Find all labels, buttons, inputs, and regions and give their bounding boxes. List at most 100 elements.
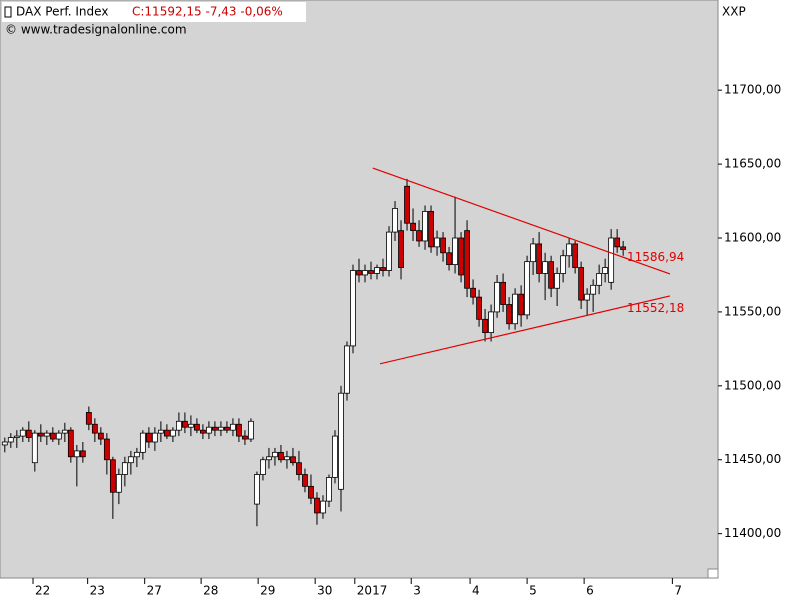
candle-body [620, 246, 627, 251]
candle-body [85, 412, 92, 425]
candle-body [61, 429, 68, 434]
candle-body [236, 423, 242, 437]
candle-body [242, 435, 248, 440]
candle-body [272, 451, 278, 458]
candle-body [338, 392, 344, 490]
source: © www.tradesignalonline.com [5, 23, 187, 37]
candle-body [218, 426, 224, 431]
candle-body [500, 281, 506, 305]
candle-body [133, 451, 140, 458]
candle-body [139, 432, 146, 453]
candle-body [392, 208, 398, 233]
candle-body [151, 432, 158, 443]
candle-body [488, 311, 494, 334]
x-tick-label: 22 [35, 584, 50, 598]
header-box [2, 2, 306, 22]
candle-body [548, 261, 555, 289]
y-tick-label: 11700,00 [724, 83, 781, 97]
candle-body [596, 273, 603, 286]
candle-body [446, 252, 452, 266]
candle-body [25, 429, 32, 438]
trendline-label: 11552,18 [627, 301, 684, 315]
candle-body [452, 237, 458, 266]
candle-body [254, 474, 260, 505]
candle-body [590, 284, 597, 295]
candle-body [1, 441, 8, 446]
candle-body [602, 267, 609, 274]
y-tick-label: 11600,00 [724, 231, 781, 245]
candle-body [169, 429, 176, 437]
candle-icon [4, 6, 12, 18]
candle-body [482, 318, 488, 334]
candle-body [572, 243, 579, 268]
candle-body [290, 456, 296, 464]
candle-body [230, 423, 236, 431]
candle-body [542, 261, 549, 274]
candle-body [49, 432, 56, 440]
candle-body [278, 451, 284, 461]
candle-body [566, 243, 573, 257]
candle-body [67, 429, 74, 458]
candle-body [206, 426, 212, 434]
candle-body [536, 243, 543, 274]
candle-body [175, 420, 182, 431]
candle-body [55, 432, 62, 440]
candle-body [109, 459, 116, 493]
candle-body [19, 429, 26, 437]
candle-body [368, 270, 374, 274]
candle-body [194, 423, 200, 431]
candle-body [470, 287, 476, 298]
candle-body [224, 426, 230, 431]
x-tick-label: 28 [203, 584, 218, 598]
candle-body [608, 237, 615, 283]
candle-body [79, 450, 86, 458]
y-tick-label: 11650,00 [724, 157, 781, 171]
candle-body [182, 420, 188, 428]
y-tick-label: 11500,00 [724, 378, 781, 392]
candle-body [422, 210, 428, 242]
candle-body [560, 255, 567, 274]
candle-body [380, 267, 386, 271]
candle-body [464, 230, 470, 289]
candle-body [356, 270, 362, 276]
x-tick-label: 23 [90, 584, 105, 598]
candle-body [212, 426, 218, 431]
candle-body [284, 456, 290, 461]
candle-body [97, 432, 104, 440]
candle-body [416, 230, 422, 242]
candle-body [398, 230, 404, 268]
candle-body [428, 210, 434, 248]
candle-body [248, 420, 254, 440]
candle-body [614, 237, 621, 248]
candle-body [512, 293, 518, 325]
trendline-label: 11586,94 [627, 250, 684, 264]
candle-body [200, 429, 206, 434]
candle-body [578, 267, 585, 301]
candle-body [145, 432, 152, 443]
resize-handle[interactable] [707, 568, 719, 579]
y-tick-label: 11550,00 [724, 304, 781, 318]
candle-body [13, 435, 20, 438]
candle-body [260, 459, 266, 475]
candle-body [374, 267, 380, 274]
candle-body [91, 423, 98, 434]
quote: C:11592,15 -7,43 -0,06% [132, 5, 283, 19]
candle-body [362, 270, 368, 276]
x-tick-label: 5 [529, 584, 537, 598]
x-tick-label: 27 [147, 584, 162, 598]
trendline [379, 295, 671, 365]
x-tick-label: 29 [260, 584, 275, 598]
candle-body [73, 450, 80, 458]
x-tick-label: 6 [586, 584, 594, 598]
candle-body [320, 500, 326, 514]
candle-body [518, 293, 524, 316]
candle-body [530, 243, 536, 263]
candle-body [188, 423, 194, 428]
candle-body [157, 429, 164, 434]
x-tick-label: 7 [674, 584, 682, 598]
trendline [372, 167, 671, 275]
candle-body [494, 281, 500, 313]
candle-body [103, 438, 110, 461]
